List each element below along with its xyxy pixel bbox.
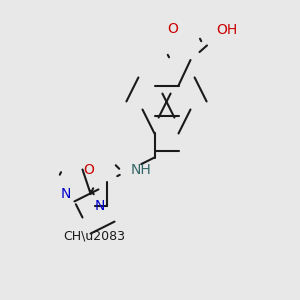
Text: O: O	[84, 163, 94, 176]
Text: N: N	[94, 199, 105, 212]
Text: N: N	[60, 187, 70, 200]
Text: NH: NH	[130, 163, 151, 176]
Text: O: O	[168, 22, 178, 36]
Text: OH: OH	[216, 23, 237, 38]
Text: CH\u2083: CH\u2083	[64, 230, 125, 242]
